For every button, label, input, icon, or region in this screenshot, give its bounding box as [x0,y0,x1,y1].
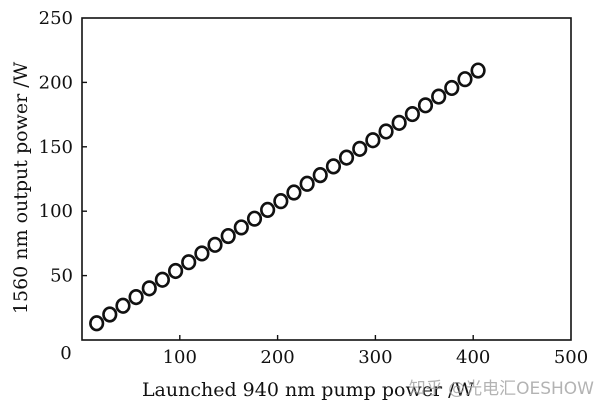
data-point-marker [233,219,249,236]
y-tick-label: 200 [39,72,73,93]
data-point-marker [194,245,210,262]
x-tick-label: 400 [456,347,490,368]
data-point-marker [404,105,420,123]
y-tick-label: 100 [39,201,73,222]
x-tick-label: 0 [60,343,71,364]
data-point-marker [167,262,184,280]
data-point-marker [444,79,460,97]
x-tick-label: 100 [163,347,197,368]
data-point-marker [89,315,105,332]
data-point-marker [246,210,263,227]
data-point-marker [470,62,486,79]
axes-box [81,17,572,341]
data-point-marker [102,306,118,323]
data-point-marker [286,184,302,201]
y-tick-label: 150 [39,137,73,158]
x-axis-label: Launched 940 nm pump power /W [142,379,475,401]
data-markers [89,62,486,332]
data-point-marker [141,280,157,297]
data-point-marker [378,123,394,140]
data-point-marker [299,175,315,192]
data-point-marker [338,149,355,166]
x-tick-label: 200 [260,347,294,368]
data-point-marker [352,140,368,157]
data-point-marker [207,236,223,253]
x-tick-label: 500 [554,347,588,368]
data-point-marker [220,227,236,245]
y-tick-label: 50 [50,266,73,287]
data-point-marker [260,201,276,219]
x-tick-label: 300 [358,347,392,368]
data-point-marker [325,158,342,175]
data-point-marker [391,114,407,131]
y-axis-ticks: 50 100 150 200 250 [39,8,87,287]
data-point-marker [365,132,381,149]
y-axis-label: 1560 nm output power /W [10,61,32,314]
y-tick-label: 250 [39,8,73,29]
data-point-marker [417,97,434,114]
data-point-marker [431,88,447,105]
data-point-marker [181,254,197,271]
data-point-marker [154,271,170,288]
data-point-marker [457,71,473,88]
plot-frame [81,17,572,341]
data-point-marker [128,289,144,306]
data-point-marker [312,167,328,184]
x-axis-ticks: 0 100 200 300 400 500 [60,335,588,368]
data-point-marker [115,297,131,314]
watermark: 知乎 @光电汇OESHOW [409,379,594,399]
data-point-marker [273,193,289,210]
